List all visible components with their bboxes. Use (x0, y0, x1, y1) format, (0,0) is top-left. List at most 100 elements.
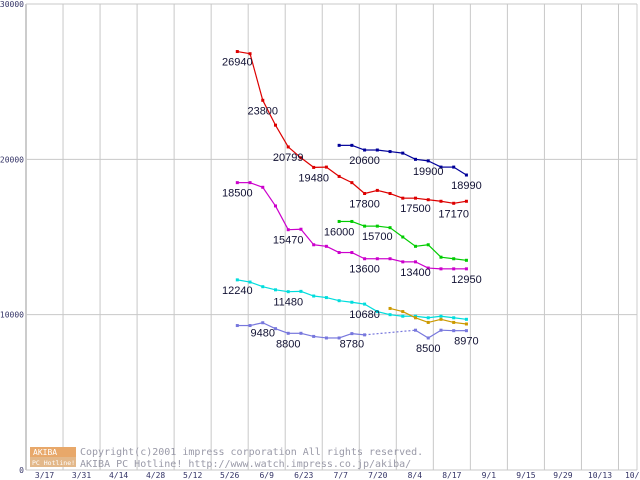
data-point-green (337, 219, 341, 223)
x-tick-label: 7/7 (334, 471, 349, 480)
series-segment-blue (453, 166, 467, 176)
data-label-magenta: 18500 (222, 188, 253, 200)
series-segment-cyan (339, 300, 352, 303)
data-point-magenta (337, 251, 341, 255)
data-point-cyan (375, 310, 379, 314)
data-point-cyan (363, 302, 367, 306)
series-segment-blue (415, 158, 429, 162)
data-label-slate: 8970 (454, 336, 478, 348)
series-orange (388, 306, 468, 326)
data-point-green (439, 255, 443, 259)
data-label-magenta: 12950 (451, 274, 482, 286)
series-segment-cyan (237, 279, 251, 283)
series-segment-green (402, 236, 416, 247)
logo-text-bottom: PC Hotline! (32, 459, 75, 467)
series-segment-red (300, 157, 315, 168)
data-point-magenta (299, 227, 303, 231)
data-point-red (363, 192, 367, 196)
series-green (337, 219, 468, 262)
data-point-orange (388, 306, 392, 310)
series-segment-green (427, 244, 442, 258)
series-segment-blue (402, 152, 416, 160)
data-point-blue (350, 143, 354, 147)
series-segment-magenta (313, 244, 327, 247)
x-tick-label: 7/20 (368, 471, 387, 480)
data-label-magenta: 13600 (349, 264, 380, 276)
series-segment-blue (427, 160, 442, 168)
data-point-blue (414, 157, 418, 161)
data-point-cyan (261, 285, 265, 289)
x-tick-label: 6/23 (294, 471, 313, 480)
data-point-red (273, 123, 277, 127)
series-segment-cyan (262, 286, 276, 291)
series-segment-magenta (326, 245, 340, 254)
series-segment-red (377, 189, 391, 195)
data-label-red: 19480 (298, 172, 329, 184)
data-point-orange (401, 310, 405, 314)
data-point-slate (452, 329, 456, 333)
series-segment-magenta (415, 261, 429, 269)
series-segment-slate (313, 335, 327, 339)
series-segment-red (351, 182, 365, 194)
x-tick-label: 3/17 (35, 471, 54, 480)
data-label-slate: 8800 (276, 338, 300, 350)
x-tick-label: 9/15 (516, 471, 535, 480)
data-point-magenta (439, 267, 443, 271)
x-tick-label: 6/9 (259, 471, 274, 480)
data-point-red (324, 165, 328, 169)
series-segment-magenta (428, 267, 442, 270)
data-point-slate (439, 328, 443, 332)
url-line: AKIBA PC Hotline! http://www.watch.impre… (80, 459, 411, 470)
data-point-cyan (350, 300, 354, 304)
watermark: AKIBA PC Hotline! Copyright(c)2001 impre… (30, 447, 423, 470)
x-tick-label: 4/28 (146, 471, 165, 480)
data-point-cyan (452, 316, 456, 320)
data-point-magenta (350, 251, 354, 255)
data-point-green (401, 235, 405, 239)
series-segment-magenta (262, 186, 276, 207)
series-segment-cyan (389, 314, 403, 317)
series-segment-red (338, 175, 353, 184)
data-point-slate (350, 332, 354, 336)
series-slate (235, 321, 468, 340)
x-tick-label: 8/17 (442, 471, 461, 480)
grid (25, 3, 638, 471)
data-point-magenta (286, 228, 290, 232)
data-point-slate (235, 324, 239, 328)
data-point-magenta (261, 185, 265, 189)
series-segment-orange (389, 307, 403, 313)
data-label-red: 20799 (273, 152, 304, 164)
data-point-cyan (248, 280, 252, 284)
data-point-orange (414, 316, 418, 320)
data-point-orange (452, 320, 456, 324)
data-label-red: 17800 (349, 199, 380, 211)
data-point-blue (388, 150, 392, 154)
data-point-red (464, 199, 468, 203)
data-point-cyan (312, 294, 316, 298)
data-point-red (235, 50, 239, 54)
series-segment-slate (262, 322, 276, 330)
data-point-red (388, 192, 392, 196)
data-point-blue (439, 165, 443, 169)
series-segment-magenta (389, 258, 403, 263)
series-segment-red (428, 199, 442, 202)
y-tick-label: 10000 (0, 311, 24, 320)
series-segment-green (351, 220, 365, 227)
data-label-green: 16000 (324, 226, 355, 238)
series-cyan (235, 278, 468, 321)
logo-text-top: AKIBA (33, 448, 57, 457)
data-point-slate (299, 331, 303, 335)
x-tick-label: 5/12 (183, 471, 202, 480)
data-point-slate (414, 328, 418, 332)
series-segment-orange (453, 321, 467, 325)
data-label-red: 23800 (247, 105, 278, 117)
data-point-slate (248, 324, 252, 328)
data-label-magenta: 15470 (273, 235, 304, 247)
data-label-blue: 20600 (349, 155, 380, 167)
data-point-green (426, 243, 430, 247)
y-tick-label: 0 (19, 466, 24, 475)
data-point-magenta (312, 243, 316, 247)
data-point-orange (439, 317, 443, 321)
logo-top-box (30, 447, 76, 457)
